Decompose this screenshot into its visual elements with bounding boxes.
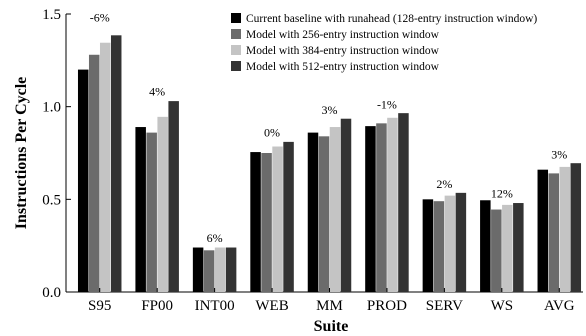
annotation-label: 3% bbox=[551, 148, 567, 162]
bar-ws-series-2 bbox=[491, 209, 502, 292]
bar-web-series-1 bbox=[250, 152, 261, 292]
legend-swatch bbox=[231, 45, 241, 55]
bar-serv-series-2 bbox=[433, 201, 445, 292]
y-tick-label: 0.5 bbox=[42, 192, 61, 208]
bar-int00-series-3 bbox=[214, 247, 226, 292]
x-tick-label: WEB bbox=[255, 298, 288, 314]
bar-serv-series-4 bbox=[455, 192, 467, 292]
legend-label: Model with 256-entry instruction window bbox=[246, 29, 440, 41]
bar-prod-series-3 bbox=[387, 117, 398, 292]
annotation-label: -6% bbox=[90, 10, 110, 24]
bar-fp00-series-2 bbox=[146, 132, 157, 292]
bar-serv-series-1 bbox=[422, 199, 434, 292]
y-axis-title: Instructions Per Cycle bbox=[13, 77, 30, 230]
annotations: -6% 4% 6% 0% 3% -1% 2% 12% 3% bbox=[90, 10, 568, 245]
annotation-label: 12% bbox=[491, 186, 513, 200]
annotation-label: -1% bbox=[377, 98, 397, 112]
x-tick-labels: S95 FP00 INT00 WEB MM PROD SERV WS AVG bbox=[88, 288, 575, 314]
x-tick-label: S95 bbox=[88, 298, 111, 314]
y-tick-label: 0.0 bbox=[42, 285, 61, 301]
bar-web-series-4 bbox=[283, 141, 294, 292]
bar-int00-series-2 bbox=[203, 250, 215, 292]
bar-prod-series-1 bbox=[365, 126, 376, 292]
bar-avg-series-2 bbox=[548, 173, 560, 292]
bar-mm-series-1 bbox=[307, 132, 319, 292]
bar-int00-series-4 bbox=[225, 247, 237, 292]
bar-ws-series-3 bbox=[502, 204, 513, 292]
legend-swatch bbox=[231, 13, 241, 23]
bar-web-series-3 bbox=[272, 146, 283, 292]
y-tick-label: 1.5 bbox=[42, 7, 61, 23]
x-tick-label: FP00 bbox=[141, 298, 173, 314]
y-tick-label: 1.0 bbox=[42, 100, 61, 116]
x-tick-label: MM bbox=[316, 298, 343, 314]
bar-avg-series-1 bbox=[537, 169, 549, 292]
legend-label: Model with 384-entry instruction window bbox=[246, 45, 440, 57]
bar-mm-series-3 bbox=[329, 127, 341, 292]
bar-web-series-2 bbox=[261, 153, 272, 292]
legend: Current baseline with runahead (128-entr… bbox=[231, 13, 537, 73]
bar-avg-series-4 bbox=[570, 163, 582, 292]
bar-fp00-series-3 bbox=[157, 116, 168, 292]
annotation-label: 2% bbox=[436, 177, 452, 191]
annotation-label: 3% bbox=[322, 103, 338, 117]
bar-int00-series-1 bbox=[192, 247, 204, 292]
y-ticks: 0.0 0.5 1.0 1.5 bbox=[42, 7, 71, 301]
bar-s95-series-2 bbox=[88, 54, 100, 292]
annotation-label: 6% bbox=[207, 231, 223, 245]
bar-ws-series-1 bbox=[480, 200, 491, 292]
bar-prod-series-4 bbox=[398, 113, 409, 293]
bar-ws-series-4 bbox=[513, 203, 524, 292]
bar-avg-series-3 bbox=[559, 166, 571, 292]
x-axis-title: Suite bbox=[314, 318, 349, 335]
x-tick-label: WS bbox=[491, 298, 514, 314]
legend-label: Model with 512-entry instruction window bbox=[246, 61, 440, 73]
bar-prod-series-2 bbox=[376, 123, 387, 292]
bar-mm-series-2 bbox=[318, 136, 330, 292]
x-tick-label: AVG bbox=[544, 298, 575, 314]
legend-swatch bbox=[231, 29, 241, 39]
bar-mm-series-4 bbox=[340, 118, 352, 293]
bars bbox=[77, 35, 582, 293]
legend-swatch bbox=[231, 61, 241, 71]
x-tick-label: INT00 bbox=[195, 298, 235, 314]
annotation-label: 0% bbox=[264, 125, 280, 139]
bar-serv-series-3 bbox=[444, 195, 456, 292]
x-tick-label: SERV bbox=[426, 298, 463, 314]
x-tick-label: PROD bbox=[367, 298, 407, 314]
bar-s95-series-3 bbox=[99, 42, 111, 293]
bar-fp00-series-4 bbox=[168, 101, 179, 292]
annotation-label: 4% bbox=[149, 85, 165, 99]
bar-fp00-series-1 bbox=[135, 127, 146, 292]
bar-s95-series-4 bbox=[110, 35, 122, 293]
legend-label: Current baseline with runahead (128-entr… bbox=[246, 13, 537, 25]
bar-s95-series-1 bbox=[77, 69, 89, 292]
